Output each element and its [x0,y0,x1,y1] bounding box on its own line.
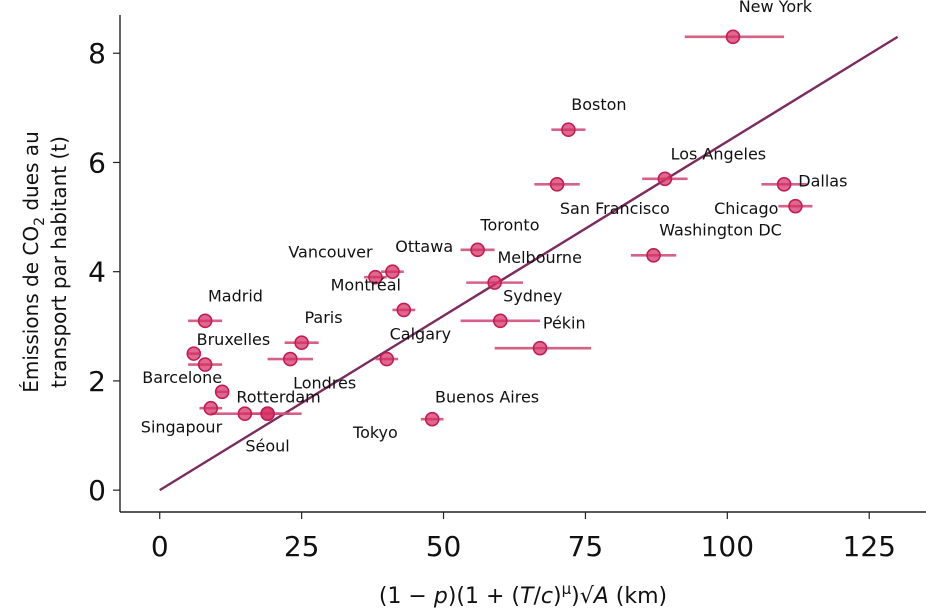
data-point [385,264,400,279]
tick-layer: 0 25 50 75 100 125 0 2 4 6 8 [88,37,896,563]
x-axis-label: (1 − p)(1 + (T/c)μ)√A (km) [379,580,667,609]
x-label-part: )(1 + ( [448,584,520,609]
city-label: San Francisco [560,199,670,218]
data-point [788,198,803,214]
data-point [197,357,213,372]
x-label-part: (1 − [379,584,434,609]
point-layer [186,29,803,427]
city-label: Londres [293,374,356,393]
x-label-part: / [533,584,541,609]
x-label-part: μ [562,580,572,598]
data-point [379,351,395,367]
data-point [646,248,661,263]
city-label: Bruxelles [197,330,271,349]
y-axis-label-line-1: Émissions de CO2 dues au [19,131,48,393]
data-point [725,29,741,45]
y-tick-label: 0 [88,474,106,507]
data-point [487,275,502,290]
data-point [776,177,792,192]
city-label: Pékin [543,314,586,333]
data-point [492,313,508,329]
data-point [424,411,440,427]
data-point [203,400,219,416]
city-label: Paris [304,308,342,327]
data-point [657,171,673,187]
data-point [368,269,383,285]
city-label: Washington DC [659,221,782,240]
city-label: Calgary [390,325,451,344]
x-tick-label: 100 [701,530,754,563]
data-point [237,406,253,421]
data-point [214,384,230,400]
city-label: Chicago [714,199,778,218]
data-point [532,340,548,356]
x-tick-label: 25 [284,530,320,563]
x-label-part: p [433,584,448,609]
city-label: Tokyo [352,423,398,442]
y-axis-label-line-2: transport par habitant (t) [47,136,71,388]
data-point [470,242,485,258]
axes [119,15,926,513]
data-point [260,406,275,421]
y-tick-label: 8 [88,37,106,70]
data-point [197,313,213,329]
city-label-layer: New York Boston Los Angeles San Francisco Ch… [141,0,848,455]
x-label-part: A [592,584,609,609]
x-tick-label: 0 [151,530,169,563]
data-point [561,122,576,137]
city-label: Boston [571,95,626,114]
data-point [396,302,412,318]
x-label-part: c [541,584,553,609]
y-tick-label: 2 [88,365,106,398]
city-label: Singapour [141,417,223,436]
city-label: New York [739,0,813,16]
data-point [549,177,565,192]
city-label: Montréal [331,275,401,294]
city-label: Buenos Aires [435,387,539,406]
city-label: Séoul [245,436,289,455]
city-label: Sydney [503,286,562,305]
city-label: Toronto [479,215,539,234]
city-label: Vancouver [288,243,373,262]
city-label: Barcelone [142,368,222,387]
x-tick-label: 75 [568,530,604,563]
x-label-part: T [520,584,535,609]
data-point [186,346,202,361]
x-label-part: (km) [609,584,667,609]
y-tick-label: 6 [88,146,106,179]
city-label: Dallas [798,172,847,191]
city-label: Melbourne [497,248,581,267]
x-tick-label: 50 [426,530,462,563]
x-label-part: )√ [571,584,595,609]
x-label-part: ) [553,584,562,609]
y-tick-label: 4 [88,256,106,289]
city-label: Madrid [208,286,263,305]
city-label: Los Angeles [671,144,767,163]
data-point [294,335,309,350]
x-tick-label: 125 [843,530,896,563]
city-label: Rotterdam [236,387,320,406]
city-label: Ottawa [395,237,453,256]
data-point [282,351,298,367]
